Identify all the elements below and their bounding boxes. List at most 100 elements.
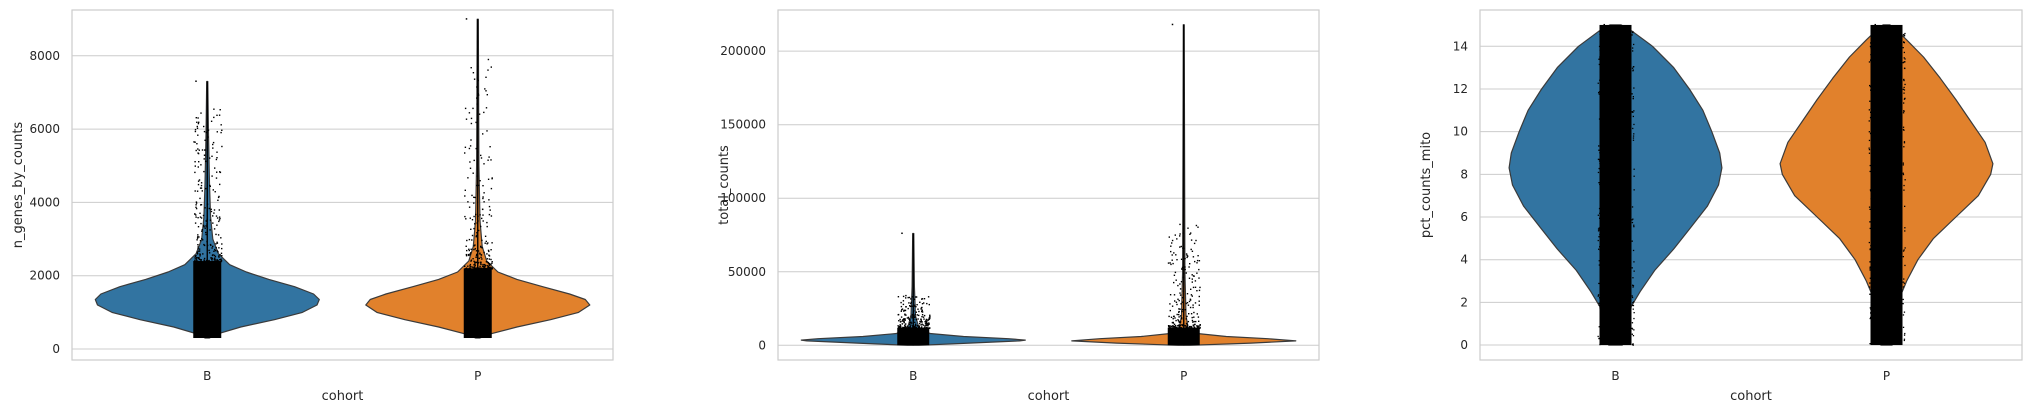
data-point	[915, 311, 917, 313]
data-point	[1631, 240, 1633, 242]
data-point	[214, 257, 216, 259]
data-point	[1598, 118, 1601, 120]
data-point	[479, 267, 481, 269]
data-point	[1171, 305, 1174, 307]
data-point	[918, 310, 920, 313]
data-point	[1192, 327, 1194, 329]
data-point	[1903, 110, 1905, 112]
data-point	[1631, 296, 1634, 299]
data-point	[908, 302, 910, 304]
data-point	[1186, 327, 1188, 329]
data-point	[1179, 308, 1181, 310]
data-point	[1902, 314, 1905, 316]
data-point	[1179, 233, 1181, 235]
data-point	[1173, 327, 1176, 329]
data-point	[1169, 327, 1172, 329]
data-point	[916, 314, 918, 316]
data-point	[1869, 221, 1871, 223]
data-point	[208, 261, 210, 263]
data-point	[1903, 142, 1906, 144]
data-point	[900, 325, 902, 327]
data-point	[910, 298, 912, 300]
data-point	[1869, 84, 1871, 87]
data-point	[212, 141, 215, 144]
data-point	[210, 120, 213, 122]
data-point	[1599, 33, 1601, 35]
data-point	[1186, 326, 1188, 328]
data-point	[480, 256, 482, 258]
data-point	[484, 235, 487, 237]
data-point	[194, 165, 196, 167]
data-point	[1181, 301, 1184, 303]
data-point	[915, 327, 917, 329]
data-point	[469, 145, 472, 147]
data-point	[1167, 262, 1170, 264]
data-point	[1179, 315, 1182, 317]
data-point	[1903, 92, 1905, 94]
data-point	[1181, 324, 1184, 327]
data-point	[1197, 316, 1200, 318]
data-point	[1192, 325, 1195, 327]
data-point	[220, 131, 222, 134]
data-point	[1632, 335, 1635, 337]
data-point	[471, 234, 474, 237]
data-point	[203, 154, 206, 156]
data-point	[472, 266, 474, 269]
data-point	[477, 79, 479, 82]
data-point	[1598, 45, 1601, 48]
data-point	[921, 323, 923, 325]
data-point	[490, 187, 493, 190]
data-point	[897, 296, 900, 298]
data-point	[196, 190, 199, 192]
data-point	[1173, 315, 1175, 318]
data-point	[1195, 224, 1198, 227]
data-point	[1189, 298, 1192, 300]
data-point	[211, 258, 213, 261]
data-point	[1198, 289, 1201, 292]
data-point	[464, 152, 466, 154]
data-point	[476, 103, 479, 105]
data-point	[1170, 250, 1172, 253]
data-point	[900, 305, 903, 308]
data-point	[214, 191, 216, 193]
data-point	[902, 319, 904, 321]
data-point	[1190, 232, 1192, 234]
data-point	[899, 326, 902, 329]
data-point	[473, 215, 475, 218]
data-point	[470, 259, 473, 261]
data-point	[1197, 255, 1199, 257]
y-axis-label: pct_counts_mito	[1419, 132, 1434, 238]
data-point	[213, 116, 215, 119]
data-point	[197, 180, 200, 182]
data-point	[1191, 281, 1193, 283]
data-point	[475, 250, 478, 252]
data-point	[219, 183, 221, 186]
data-point	[206, 244, 209, 247]
data-point	[200, 184, 203, 187]
data-point	[1869, 248, 1871, 250]
data-point	[220, 260, 223, 262]
data-point	[1194, 327, 1196, 329]
data-point	[213, 250, 215, 252]
data-point	[197, 234, 199, 236]
data-point	[1184, 266, 1186, 268]
data-point	[1903, 78, 1905, 81]
data-point	[1599, 31, 1601, 33]
data-point	[483, 163, 485, 165]
data-point	[1599, 246, 1601, 248]
data-point	[1870, 47, 1872, 49]
data-point	[1869, 282, 1871, 284]
data-point	[1868, 120, 1870, 122]
data-point	[1169, 262, 1171, 264]
data-point	[1631, 295, 1633, 297]
data-point	[908, 318, 910, 320]
data-point	[1903, 89, 1906, 91]
data-point	[482, 220, 484, 222]
data-point	[1904, 205, 1906, 207]
data-point	[200, 187, 203, 189]
data-point	[197, 134, 199, 136]
violin-panel-n-genes: 0 2000 4000 6000 8000 B P cohort n_genes_by_co…	[11, 9, 614, 404]
x-tick-label: B	[909, 369, 917, 383]
data-point	[468, 147, 471, 150]
data-point	[1598, 236, 1600, 238]
